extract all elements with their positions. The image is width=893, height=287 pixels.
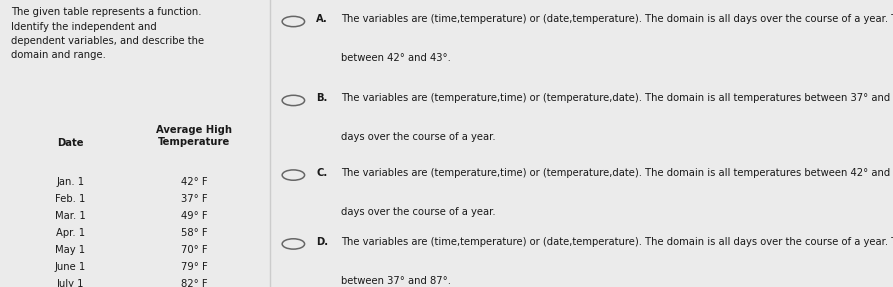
Text: The variables are (time,temperature) or (date,temperature). The domain is all da: The variables are (time,temperature) or …	[341, 14, 893, 24]
Text: Average High
Temperature: Average High Temperature	[156, 125, 232, 147]
Text: B.: B.	[316, 93, 328, 103]
Text: Feb. 1: Feb. 1	[55, 193, 86, 203]
Text: between 42° and 43°.: between 42° and 43°.	[341, 53, 451, 63]
Text: 37° F: 37° F	[181, 193, 207, 203]
Text: Jan. 1: Jan. 1	[56, 177, 84, 187]
Text: Mar. 1: Mar. 1	[54, 211, 86, 221]
Text: days over the course of a year.: days over the course of a year.	[341, 132, 496, 142]
Text: 79° F: 79° F	[180, 262, 207, 272]
Text: The variables are (time,temperature) or (date,temperature). The domain is all da: The variables are (time,temperature) or …	[341, 237, 893, 247]
Text: 49° F: 49° F	[181, 211, 207, 221]
Text: between 37° and 87°.: between 37° and 87°.	[341, 276, 451, 286]
Text: Apr. 1: Apr. 1	[55, 228, 85, 238]
Text: 70° F: 70° F	[181, 245, 207, 255]
Text: A.: A.	[316, 14, 329, 24]
Text: 58° F: 58° F	[181, 228, 207, 238]
Text: The variables are (temperature,time) or (temperature,date). The domain is all te: The variables are (temperature,time) or …	[341, 168, 893, 178]
Text: May 1: May 1	[55, 245, 85, 255]
Text: July 1: July 1	[56, 279, 84, 287]
Text: June 1: June 1	[54, 262, 86, 272]
Text: 82° F: 82° F	[181, 279, 207, 287]
Text: The given table represents a function.
Identify the independent and
dependent va: The given table represents a function. I…	[11, 7, 204, 60]
Text: The variables are (temperature,time) or (temperature,date). The domain is all te: The variables are (temperature,time) or …	[341, 93, 893, 103]
Text: days over the course of a year.: days over the course of a year.	[341, 207, 496, 217]
Text: 42° F: 42° F	[181, 177, 207, 187]
Text: C.: C.	[316, 168, 328, 178]
Text: D.: D.	[316, 237, 329, 247]
Text: Date: Date	[57, 138, 83, 148]
